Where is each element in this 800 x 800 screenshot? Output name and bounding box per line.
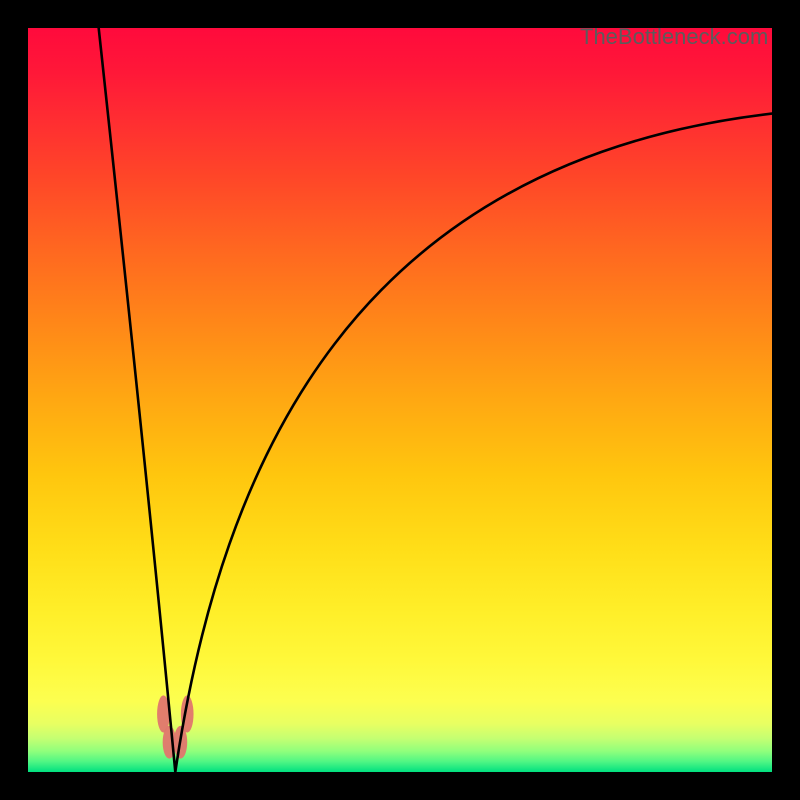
chart-svg-layer	[28, 28, 772, 772]
watermark-text: TheBottleneck.com	[580, 24, 768, 50]
bottleneck-curve	[99, 28, 772, 772]
